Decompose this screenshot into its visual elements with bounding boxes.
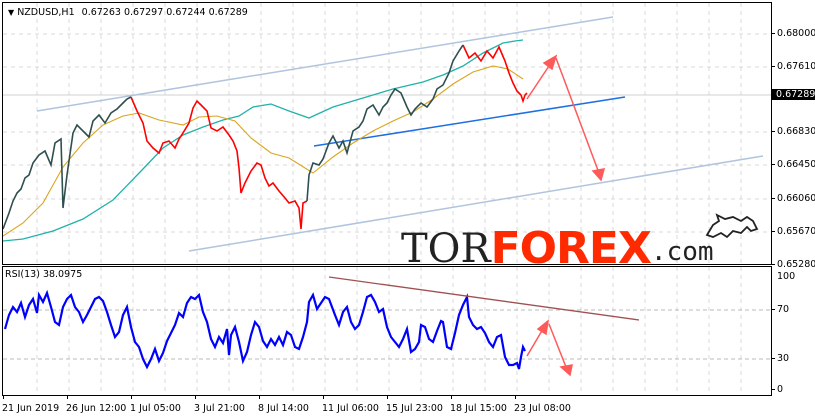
rsi-level-lines xyxy=(3,309,771,360)
symbol-timeframe: NZDUSD,H1 xyxy=(17,7,75,18)
time-label: 11 Jul 06:00 xyxy=(322,403,379,414)
time-label: 21 Jun 2019 xyxy=(2,403,60,414)
current-price-box: 0.67289 xyxy=(772,89,815,100)
price-label: 0.68000 xyxy=(777,28,815,39)
price-bars-bull-2 xyxy=(306,44,464,202)
rsi-level-label: 100 xyxy=(777,271,796,282)
ohlc-values: 0.67263 0.67297 0.67244 0.67289 xyxy=(81,7,248,18)
watermark-tor: TOR xyxy=(401,226,491,265)
rsi-level-label: 30 xyxy=(777,353,790,364)
channel-lower-line xyxy=(188,155,764,252)
watermark-com: .com xyxy=(650,237,714,265)
rsi-chart-svg xyxy=(3,267,771,395)
watermark-forex: FOREX xyxy=(490,223,652,265)
time-label: 8 Jul 14:00 xyxy=(258,403,309,414)
price-label: 0.65670 xyxy=(777,226,815,237)
price-label: 0.66060 xyxy=(777,193,815,204)
chart-title: ▼ NZDUSD,H1 0.67263 0.67297 0.67244 0.67… xyxy=(8,7,248,18)
time-label: 23 Jul 08:00 xyxy=(514,403,571,414)
price-bars-bear-2 xyxy=(462,44,528,104)
rsi-panel[interactable] xyxy=(2,266,772,396)
rsi-line xyxy=(3,289,526,370)
price-label: 0.67610 xyxy=(777,61,815,72)
price-bars-bear xyxy=(130,96,308,230)
time-label: 26 Jun 12:00 xyxy=(66,403,127,414)
rsi-trendline xyxy=(328,276,640,321)
time-label: 18 Jul 15:00 xyxy=(450,403,507,414)
price-chart-svg xyxy=(3,3,771,264)
price-chart-panel[interactable]: ▼ NZDUSD,H1 0.67263 0.67297 0.67244 0.67… xyxy=(2,2,772,265)
forecast-arrows-rsi xyxy=(526,319,573,377)
price-label: 0.66830 xyxy=(777,126,815,137)
price-label: 0.65280 xyxy=(777,259,815,270)
rsi-title: RSI(13) 38.0975 xyxy=(5,269,83,280)
rsi-level-label: 0 xyxy=(777,384,784,395)
forecast-arrows-price xyxy=(526,54,606,182)
ma-slow-line xyxy=(3,39,524,242)
time-label: 15 Jul 23:00 xyxy=(386,403,443,414)
bull-bear-icon xyxy=(705,213,759,239)
price-label: 0.66450 xyxy=(777,159,815,170)
time-label: 3 Jul 21:00 xyxy=(194,403,245,414)
price-bars-bull xyxy=(3,96,132,230)
time-label: 1 Jul 05:00 xyxy=(130,403,181,414)
channel-upper-line xyxy=(36,16,614,112)
rsi-level-label: 70 xyxy=(777,304,790,315)
symbol-menu-icon[interactable]: ▼ xyxy=(8,8,15,17)
ma-fast-line xyxy=(3,65,524,237)
torforex-watermark: TOR FOREX .com xyxy=(401,213,759,265)
